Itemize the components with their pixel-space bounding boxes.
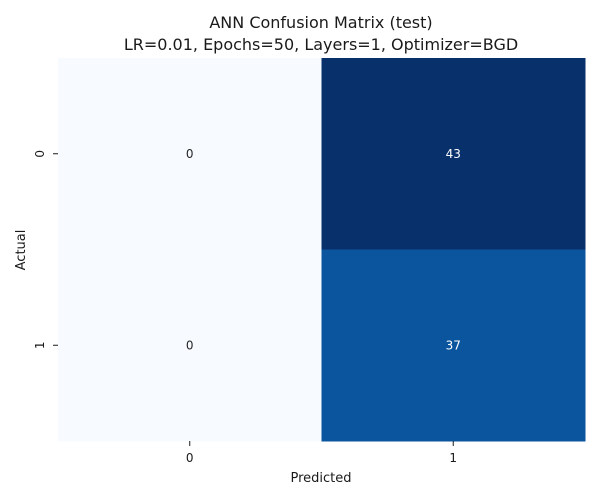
- cell-value-label-1-0: 0: [186, 338, 194, 352]
- heatmap-cell-0-0: [58, 58, 322, 250]
- heatmap-cell-1-1: [321, 249, 586, 442]
- heatmap-cells: 0 43 0 37: [58, 58, 586, 442]
- x-tick-label-0: 0: [186, 451, 194, 465]
- cell-value-label-1-1: 37: [446, 338, 461, 352]
- y-axis-label: Actual: [14, 230, 29, 271]
- x-tick-label-1: 1: [449, 451, 457, 465]
- y-axis-ticks: 01: [33, 150, 58, 349]
- x-axis-label: Predicted: [290, 471, 351, 486]
- cell-value-label-0-1: 43: [446, 147, 461, 161]
- chart-title-line1: ANN Confusion Matrix (test): [209, 13, 432, 32]
- y-tick-label-0: 0: [33, 150, 47, 158]
- heatmap-cell-0-1: [321, 58, 586, 250]
- cell-value-label-0-0: 0: [186, 147, 194, 161]
- y-tick-label-1: 1: [33, 341, 47, 349]
- heatmap-cell-1-0: [58, 249, 322, 442]
- chart-title-line2: LR=0.01, Epochs=50, Layers=1, Optimizer=…: [124, 35, 518, 54]
